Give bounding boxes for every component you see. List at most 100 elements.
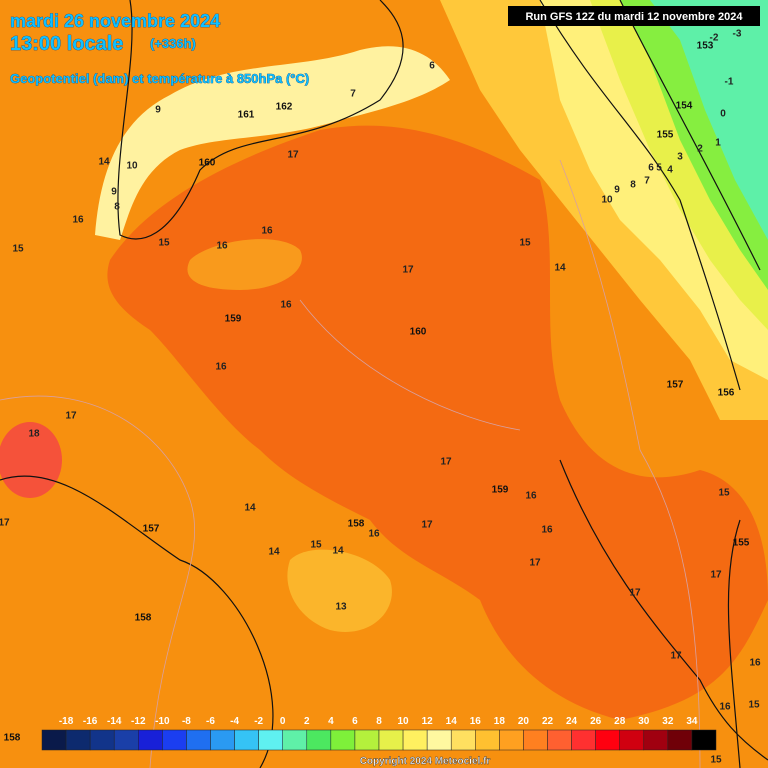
geopotential-label: 156 xyxy=(718,388,735,399)
colorbar-tick-label: 2 xyxy=(304,716,310,727)
temperature-label: 10 xyxy=(601,195,613,206)
temperature-label: 16 xyxy=(280,300,292,311)
geopotential-label: 161 xyxy=(238,110,255,121)
colorbar-swatch xyxy=(643,729,669,751)
temperature-label: 15 xyxy=(710,755,722,766)
geopotential-label: 158 xyxy=(135,613,152,624)
colorbar-swatch xyxy=(523,729,548,751)
colorbar-tick-label: 32 xyxy=(662,716,674,727)
colorbar-tick-label: -12 xyxy=(131,716,146,727)
colorbar-tick-label: 26 xyxy=(590,716,602,727)
temperature-label: 2 xyxy=(697,144,703,155)
temperature-label: 6 xyxy=(429,61,435,72)
colorbar-swatch xyxy=(595,729,620,751)
map-subtitle: Geopotentiel (dam) et température à 850h… xyxy=(10,71,309,86)
colorbar-swatch xyxy=(306,729,332,751)
colorbar-tick-label: 4 xyxy=(328,716,334,727)
colorbar-swatch xyxy=(619,729,645,751)
temperature-label: 17 xyxy=(402,265,414,276)
temperature-label: 16 xyxy=(525,491,537,502)
geopotential-label: 159 xyxy=(492,485,509,496)
temperature-label: 0 xyxy=(720,109,726,120)
temperature-label: 14 xyxy=(98,157,110,168)
colorbar-swatch xyxy=(667,729,693,751)
zone-alps xyxy=(95,46,450,240)
geopotential-label: 160 xyxy=(199,158,216,169)
geopotential-label: 162 xyxy=(276,102,293,113)
colorbar-swatch xyxy=(282,729,308,751)
colorbar-swatch xyxy=(547,729,572,751)
temperature-label: 17 xyxy=(0,518,10,529)
colorbar-swatch xyxy=(65,729,91,751)
colorbar-tick-label: -4 xyxy=(230,716,239,727)
geopotential-label: 155 xyxy=(733,538,750,549)
temperature-label: 6 xyxy=(648,163,654,174)
temperature-label: 14 xyxy=(244,503,256,514)
temperature-label: 15 xyxy=(748,700,760,711)
geopotential-label: 153 xyxy=(697,41,714,52)
zone-0 xyxy=(650,0,768,240)
colorbar-tick-label: 10 xyxy=(398,716,410,727)
colorbar-tick-label: -8 xyxy=(182,716,191,727)
geopotential-label: 157 xyxy=(143,524,160,535)
temperature-label: 5 xyxy=(656,163,662,174)
colorbar-tick-label: 20 xyxy=(518,716,530,727)
temperature-label: 17 xyxy=(629,588,641,599)
forecast-date: mardi 26 novembre 2024 xyxy=(10,11,220,31)
geopotential-label: 158 xyxy=(348,519,365,530)
geopotential-label: 158 xyxy=(4,733,21,744)
colorbar-tick-label: 34 xyxy=(686,716,698,727)
temperature-label: 16 xyxy=(216,241,228,252)
temperature-label: 9 xyxy=(155,105,161,116)
colorbar-tick-label: 8 xyxy=(376,716,382,727)
temperature-label: 3 xyxy=(677,152,683,163)
temperature-label: 4 xyxy=(667,165,673,176)
temperature-label: 7 xyxy=(644,176,650,187)
colorbar-swatch xyxy=(138,729,163,751)
colorbar-swatch xyxy=(499,729,524,751)
colorbar-tick-label: 24 xyxy=(566,716,578,727)
geopotential-label: 160 xyxy=(410,327,427,338)
zone-13 xyxy=(287,549,392,632)
colorbar-swatch xyxy=(426,729,452,751)
forecast-lead: (+336h) xyxy=(150,36,196,51)
colorbar-swatch xyxy=(41,729,67,751)
colorbar-swatch xyxy=(89,729,115,751)
geopotential-label: 157 xyxy=(667,380,684,391)
temperature-label: 18 xyxy=(28,429,40,440)
temperature-lines xyxy=(0,159,701,768)
colorbar-tick-label: 16 xyxy=(470,716,482,727)
colorbar-swatch xyxy=(258,729,283,751)
colorbar-tick-label: 18 xyxy=(494,716,506,727)
temperature-label: -2 xyxy=(710,33,719,44)
temperature-label: 9 xyxy=(111,187,117,198)
colorbar-tick-label: -18 xyxy=(59,716,74,727)
temperature-label: 17 xyxy=(710,570,722,581)
colorbar-swatch xyxy=(330,729,356,751)
colorbar-tick-label: 6 xyxy=(352,716,358,727)
temperature-label: 15 xyxy=(12,244,24,255)
geopotential-label: 159 xyxy=(225,314,242,325)
temperature-label: 16 xyxy=(719,702,731,713)
temperature-label: 17 xyxy=(421,520,433,531)
temperature-label: 17 xyxy=(440,457,452,468)
temperature-label: 10 xyxy=(126,161,138,172)
forecast-time: 13:00 locale xyxy=(10,33,123,55)
temperature-label: 15 xyxy=(158,238,170,249)
temperature-label: 15 xyxy=(519,238,531,249)
run-info: Run GFS 12Z du mardi 12 novembre 2024 xyxy=(525,11,743,23)
temperature-label: 1 xyxy=(715,138,721,149)
temperature-label: 14 xyxy=(554,263,566,274)
colorbar-tick-label: 30 xyxy=(638,716,650,727)
colorbar-tick-label: 14 xyxy=(446,716,458,727)
colorbar-swatch xyxy=(378,729,404,751)
colorbar-swatch xyxy=(186,729,211,751)
colorbar-tick-label: 22 xyxy=(542,716,554,727)
geopotential-label: 154 xyxy=(676,101,693,112)
colorbar-tick-label: 12 xyxy=(422,716,434,727)
temperature-label: 17 xyxy=(670,651,682,662)
run-box xyxy=(508,6,760,26)
colorbar-swatch xyxy=(691,729,717,751)
colorbar-swatch xyxy=(234,729,259,751)
